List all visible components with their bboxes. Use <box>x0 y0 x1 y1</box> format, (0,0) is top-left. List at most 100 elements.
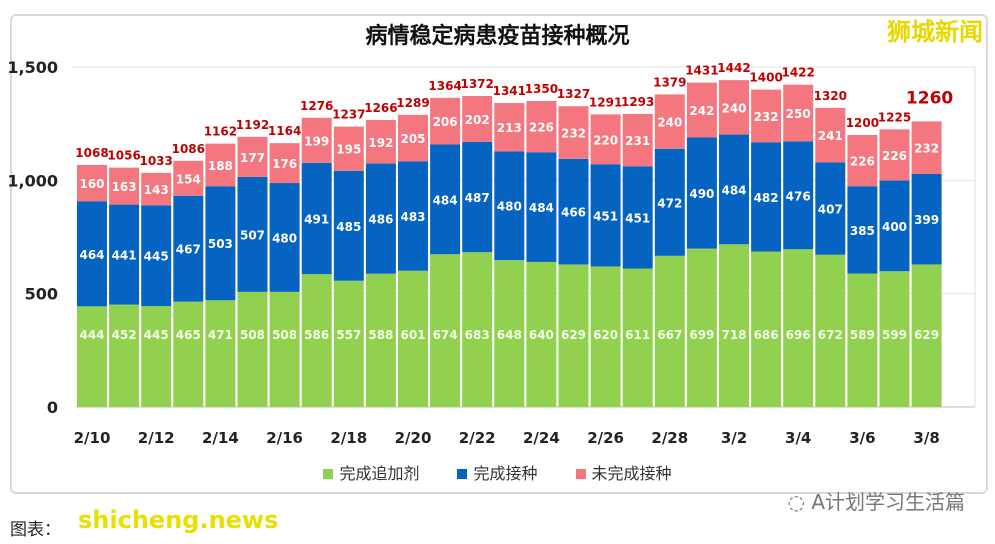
x-tick-label: 3/2 <box>721 429 747 447</box>
data-label: 445 <box>144 328 169 342</box>
total-label: 1237 <box>332 108 365 122</box>
x-tick-label: 2/22 <box>459 429 496 447</box>
bar-segment <box>365 120 396 164</box>
bar-segment <box>751 251 782 407</box>
x-tick-label: 2/12 <box>138 429 175 447</box>
chart-title: 病情稳定病患疫苗接种概况 <box>365 24 630 49</box>
bar-segment <box>686 248 717 407</box>
data-label: 476 <box>786 189 811 203</box>
bar-segment <box>590 266 621 407</box>
data-label: 242 <box>689 104 714 118</box>
data-label: 464 <box>79 248 104 262</box>
data-label: 601 <box>400 328 425 342</box>
bar-segment <box>558 264 589 407</box>
data-label: 485 <box>336 220 361 234</box>
data-label: 143 <box>144 183 169 197</box>
data-label: 718 <box>721 328 746 342</box>
legend-item-booster: 完成追加剂 <box>323 460 419 484</box>
bar-segment <box>430 97 461 145</box>
data-label: 672 <box>818 328 843 342</box>
total-label: 1260 <box>906 88 953 108</box>
bar-segment <box>109 304 140 407</box>
watermark-site: shicheng.news <box>78 506 279 534</box>
bar-segment <box>879 271 910 407</box>
x-tick-label: 2/14 <box>202 429 239 447</box>
wechat-icon: ◌ <box>787 490 812 514</box>
bar-segment <box>237 291 268 407</box>
data-label: 188 <box>208 159 233 173</box>
data-label: 445 <box>144 250 169 264</box>
bar-segment <box>462 252 493 407</box>
total-label: 1192 <box>236 118 269 132</box>
legend-label: 完成接种 <box>473 464 538 483</box>
data-label: 480 <box>497 200 522 214</box>
bar-segment <box>77 306 107 407</box>
total-label: 1341 <box>493 84 526 98</box>
data-label: 192 <box>368 136 393 150</box>
bar-segment <box>911 173 942 265</box>
bar-segment <box>879 129 910 181</box>
total-label: 1379 <box>653 75 686 89</box>
bar-segment <box>109 204 140 305</box>
data-label: 220 <box>593 133 618 147</box>
total-label: 1266 <box>364 101 397 115</box>
legend-swatch <box>457 469 468 479</box>
data-label: 163 <box>112 180 137 194</box>
data-label: 629 <box>561 328 586 342</box>
bar-segment <box>590 114 621 165</box>
data-label: 400 <box>882 220 907 234</box>
x-tick-label: 3/4 <box>785 429 811 447</box>
bar-segment <box>815 107 846 163</box>
total-label: 1364 <box>428 79 461 93</box>
y-tick-label: 1,500 <box>7 58 58 77</box>
bar-segment <box>301 117 332 163</box>
data-label: 557 <box>336 328 361 342</box>
bar-segment <box>77 164 107 202</box>
data-label: 407 <box>818 203 843 217</box>
bar-segment <box>654 255 685 407</box>
data-label: 667 <box>657 328 682 342</box>
bar-segment <box>109 167 140 205</box>
data-label: 232 <box>754 110 779 124</box>
bar-segment <box>719 244 749 407</box>
data-label: 648 <box>497 328 522 342</box>
data-label: 586 <box>304 328 329 342</box>
legend: 完成追加剂 完成接种 未完成接种 <box>0 460 995 484</box>
legend-label: 未完成接种 <box>591 464 672 483</box>
bar-segment <box>494 260 525 407</box>
data-label: 154 <box>176 172 201 186</box>
bar-segment <box>494 151 525 261</box>
data-label: 589 <box>850 328 875 342</box>
data-label: 482 <box>754 191 779 205</box>
bar-segment <box>494 103 525 152</box>
bar-segment <box>526 261 557 407</box>
data-label: 629 <box>914 328 939 342</box>
data-label: 467 <box>176 243 201 257</box>
bar-segment <box>462 141 493 253</box>
data-label: 226 <box>529 121 554 135</box>
data-label: 686 <box>754 328 779 342</box>
total-label: 1056 <box>107 149 140 163</box>
data-label: 472 <box>657 196 682 210</box>
bar-segment <box>205 186 236 301</box>
bar-segment <box>141 172 172 206</box>
data-label: 466 <box>561 206 586 220</box>
bar-segment <box>783 84 814 142</box>
watermark-logo: 狮城新闻 <box>887 18 983 46</box>
total-label: 1350 <box>525 82 558 96</box>
x-tick-label: 2/26 <box>587 429 624 447</box>
total-label: 1068 <box>75 146 108 160</box>
legend-item-complete: 完成接种 <box>457 460 538 484</box>
bar-segment <box>77 201 107 307</box>
bar-segment <box>301 274 332 407</box>
bar-segment <box>558 158 589 265</box>
data-label: 250 <box>786 107 811 121</box>
bar-segment <box>333 126 364 171</box>
data-label: 490 <box>689 187 714 201</box>
data-label: 674 <box>433 328 458 342</box>
bar-segment <box>719 134 749 245</box>
data-label: 484 <box>529 201 554 215</box>
bar-segment <box>398 161 428 271</box>
bar-segment <box>333 280 364 407</box>
